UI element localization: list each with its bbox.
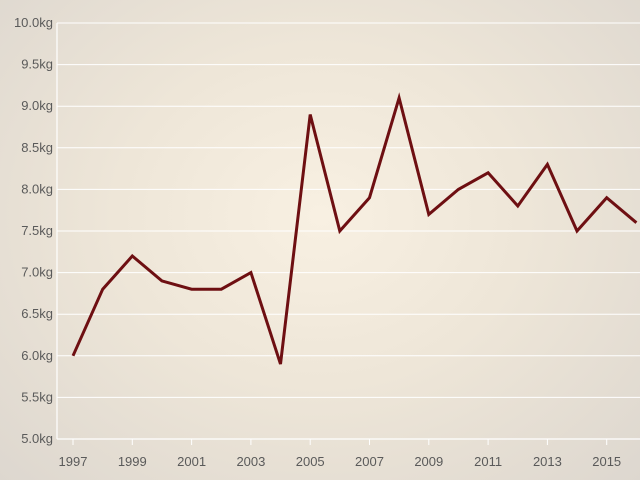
data-point [308,113,312,117]
x-tick-label: 2009 [414,454,443,469]
data-point [634,221,638,225]
data-point [130,254,134,258]
axes [56,23,640,445]
data-point [575,229,579,233]
y-axis-tick-labels: 5.0kg 5.5kg 6.0kg 6.5kg 7.0kg 7.5kg 8.0kg 8.5kg… [14,15,53,446]
x-tick-label: 2007 [355,454,384,469]
y-tick-label: 7.5kg [21,223,53,238]
data-point [160,279,164,283]
series-line [71,92,638,365]
y-tick-label: 7.0kg [21,265,53,280]
y-tick-label: 8.5kg [21,140,53,155]
x-tick-label: 2013 [533,454,562,469]
data-point [219,287,223,291]
x-tick-label: 2001 [177,454,206,469]
x-axis-tick-labels: 1997 1999 2001 2003 2005 2007 2009 2011 2013 2015 [59,454,622,469]
data-point [101,287,105,291]
x-tick-label: 2005 [296,454,325,469]
y-tick-label: 5.5kg [21,389,53,404]
y-tick-label: 6.0kg [21,348,53,363]
data-point [427,212,431,216]
y-tick-label: 5.0kg [21,431,53,446]
data-point [338,229,342,233]
data-point [545,162,549,166]
data-point [279,362,283,366]
y-tick-label: 8.0kg [21,181,53,196]
data-point [190,287,194,291]
series-layer [71,92,638,366]
x-tick-label: 2015 [592,454,621,469]
data-point [397,96,401,100]
data-point [486,171,490,175]
x-tick-label: 2003 [236,454,265,469]
y-tick-label: 10.0kg [14,15,53,30]
data-point [368,196,372,200]
data-point [605,196,609,200]
y-tick-label: 9.5kg [21,57,53,72]
gridlines [57,22,640,398]
y-tick-label: 9.0kg [21,98,53,113]
x-tick-label: 1999 [118,454,147,469]
data-point [456,187,460,191]
y-tick-label: 6.5kg [21,306,53,321]
data-point [249,271,253,275]
x-tick-label: 1997 [59,454,88,469]
data-point [516,204,520,208]
x-tick-label: 2011 [474,454,502,469]
data-point [71,354,75,358]
